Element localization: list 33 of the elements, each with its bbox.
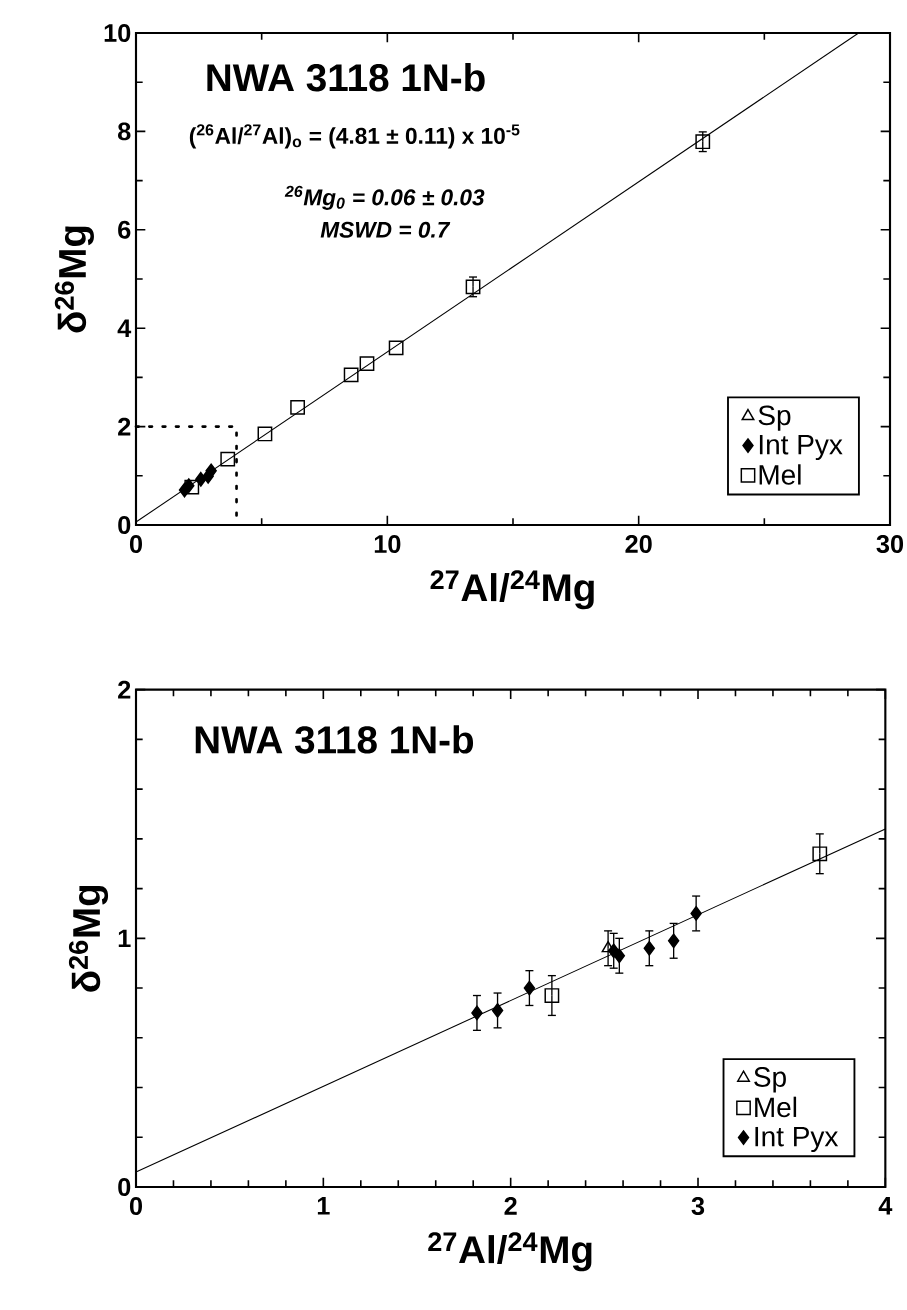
y-tick-label: 6 <box>118 220 131 239</box>
x-axis-title: $^{27}$Al/$^{24}$Mg <box>430 570 594 610</box>
legend-label: Int Pyx <box>755 1126 839 1153</box>
legend-label: Sp <box>758 405 791 431</box>
text: NWA 3118 1N-b <box>195 725 474 754</box>
y-tick-label: 0 <box>118 1178 131 1196</box>
y-tick-label: 0 <box>118 516 131 534</box>
y-axis-title: δ$^{26}$Mg <box>68 885 109 992</box>
annotation: MSWD = 0.7 <box>320 221 451 238</box>
x-tick-label: 10 <box>374 535 401 553</box>
legend-label: Mel <box>759 464 801 485</box>
x-axis-title: $^{27}$Al/$^{24}$Mg <box>428 1232 592 1272</box>
y-tick-label: 2 <box>118 417 131 436</box>
x-tick-label: 4 <box>878 1197 893 1215</box>
y-tick-label: 2 <box>118 680 131 699</box>
y-tick-label: 4 <box>117 319 132 337</box>
text: NWA 3118 1N-b <box>207 63 485 92</box>
legend-label: Mel <box>755 1096 797 1118</box>
x-tick-label: 0 <box>129 535 142 553</box>
x-tick-label: 0 <box>129 1197 142 1215</box>
annotation: ($^{26}$Al/$^{27}$Al)$_{o}$ = (4.81 ± 0.11) x 10$^{-5}$ <box>189 124 520 149</box>
y-tick-label: 10 <box>104 24 131 42</box>
x-tick-label: 2 <box>504 1197 517 1215</box>
legend-label: Sp <box>754 1067 786 1093</box>
y-tick-label: 1 <box>118 929 131 948</box>
annotation: $^{26}$Mg$_{0}$ = 0.06 ± 0.03 <box>284 185 485 210</box>
y-tick-label: 8 <box>117 122 131 141</box>
x-tick-label: 3 <box>691 1197 705 1216</box>
x-tick-label: 20 <box>625 535 652 553</box>
x-tick-label: 1 <box>317 1197 330 1215</box>
y-axis-title: δ$^{26}$Mg <box>54 226 94 333</box>
x-tick-label: 30 <box>876 535 904 554</box>
legend-label: Int Pyx <box>759 434 843 461</box>
